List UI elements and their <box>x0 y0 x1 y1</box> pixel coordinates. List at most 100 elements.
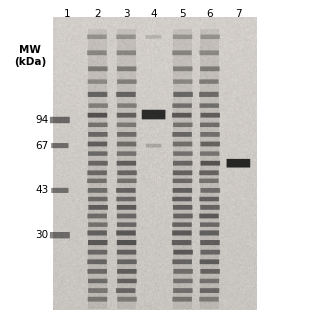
FancyBboxPatch shape <box>117 113 136 117</box>
FancyBboxPatch shape <box>88 188 107 193</box>
FancyBboxPatch shape <box>117 132 137 137</box>
FancyBboxPatch shape <box>117 250 136 255</box>
FancyBboxPatch shape <box>200 269 220 274</box>
FancyBboxPatch shape <box>142 110 165 119</box>
FancyBboxPatch shape <box>172 103 192 108</box>
FancyBboxPatch shape <box>88 103 108 108</box>
FancyBboxPatch shape <box>87 230 107 236</box>
FancyBboxPatch shape <box>87 50 107 55</box>
FancyBboxPatch shape <box>117 141 136 147</box>
FancyBboxPatch shape <box>173 179 192 183</box>
FancyBboxPatch shape <box>200 205 220 210</box>
FancyBboxPatch shape <box>88 205 108 210</box>
FancyBboxPatch shape <box>87 179 107 183</box>
FancyBboxPatch shape <box>172 230 192 236</box>
FancyBboxPatch shape <box>173 205 192 210</box>
FancyBboxPatch shape <box>173 171 192 175</box>
FancyBboxPatch shape <box>88 197 108 201</box>
FancyBboxPatch shape <box>172 222 192 227</box>
Text: 7: 7 <box>235 9 242 20</box>
FancyBboxPatch shape <box>88 92 108 97</box>
FancyBboxPatch shape <box>116 188 136 193</box>
FancyBboxPatch shape <box>88 297 107 302</box>
FancyBboxPatch shape <box>199 171 219 175</box>
FancyBboxPatch shape <box>173 141 192 147</box>
FancyBboxPatch shape <box>173 214 193 219</box>
FancyBboxPatch shape <box>88 288 108 293</box>
FancyBboxPatch shape <box>172 132 192 137</box>
FancyBboxPatch shape <box>200 151 220 156</box>
FancyBboxPatch shape <box>87 214 107 219</box>
FancyBboxPatch shape <box>199 103 219 108</box>
FancyBboxPatch shape <box>117 103 137 108</box>
FancyBboxPatch shape <box>200 123 220 127</box>
FancyBboxPatch shape <box>199 179 219 183</box>
FancyBboxPatch shape <box>199 197 219 201</box>
FancyBboxPatch shape <box>117 259 137 264</box>
FancyBboxPatch shape <box>173 161 193 166</box>
Text: 1: 1 <box>64 9 70 20</box>
FancyBboxPatch shape <box>88 113 107 117</box>
FancyBboxPatch shape <box>172 259 192 264</box>
Bar <box>200 29 219 309</box>
FancyBboxPatch shape <box>172 297 192 302</box>
FancyBboxPatch shape <box>88 250 107 255</box>
FancyBboxPatch shape <box>88 151 108 156</box>
FancyBboxPatch shape <box>173 92 193 97</box>
Text: 2: 2 <box>94 9 101 20</box>
Bar <box>88 29 107 309</box>
FancyBboxPatch shape <box>200 132 220 137</box>
FancyBboxPatch shape <box>172 188 192 193</box>
FancyBboxPatch shape <box>200 279 219 283</box>
FancyBboxPatch shape <box>117 66 136 71</box>
FancyBboxPatch shape <box>200 66 220 71</box>
FancyBboxPatch shape <box>116 197 136 201</box>
FancyBboxPatch shape <box>172 240 191 245</box>
FancyBboxPatch shape <box>227 159 250 167</box>
FancyBboxPatch shape <box>117 79 137 84</box>
FancyBboxPatch shape <box>172 50 192 55</box>
FancyBboxPatch shape <box>50 117 70 123</box>
FancyBboxPatch shape <box>146 144 161 148</box>
FancyBboxPatch shape <box>200 113 220 117</box>
FancyBboxPatch shape <box>117 297 137 302</box>
Text: MW
(kDa): MW (kDa) <box>14 45 46 67</box>
FancyBboxPatch shape <box>88 79 107 84</box>
FancyBboxPatch shape <box>87 35 107 39</box>
FancyBboxPatch shape <box>173 123 193 127</box>
FancyBboxPatch shape <box>173 288 193 293</box>
FancyBboxPatch shape <box>88 123 108 127</box>
FancyBboxPatch shape <box>87 171 107 175</box>
FancyBboxPatch shape <box>117 214 136 219</box>
FancyBboxPatch shape <box>87 259 107 264</box>
FancyBboxPatch shape <box>117 151 136 156</box>
FancyBboxPatch shape <box>87 269 107 274</box>
FancyBboxPatch shape <box>88 66 108 71</box>
FancyBboxPatch shape <box>117 205 136 210</box>
FancyBboxPatch shape <box>117 222 136 227</box>
Text: 94: 94 <box>35 115 48 125</box>
FancyBboxPatch shape <box>116 230 136 236</box>
FancyBboxPatch shape <box>172 197 192 201</box>
FancyBboxPatch shape <box>117 179 137 183</box>
FancyBboxPatch shape <box>199 297 219 302</box>
FancyBboxPatch shape <box>173 79 193 84</box>
FancyBboxPatch shape <box>201 161 220 166</box>
FancyBboxPatch shape <box>199 79 219 84</box>
Text: 67: 67 <box>35 140 48 151</box>
FancyBboxPatch shape <box>200 240 220 245</box>
FancyBboxPatch shape <box>88 240 108 245</box>
FancyBboxPatch shape <box>173 279 193 283</box>
FancyBboxPatch shape <box>201 250 220 255</box>
FancyBboxPatch shape <box>199 214 219 219</box>
FancyBboxPatch shape <box>88 279 108 283</box>
FancyBboxPatch shape <box>173 35 192 39</box>
Text: 3: 3 <box>123 9 130 20</box>
FancyBboxPatch shape <box>200 141 220 147</box>
FancyBboxPatch shape <box>117 171 137 175</box>
FancyBboxPatch shape <box>200 230 219 236</box>
FancyBboxPatch shape <box>117 269 137 274</box>
FancyBboxPatch shape <box>172 113 192 117</box>
FancyBboxPatch shape <box>88 222 108 227</box>
Text: 4: 4 <box>150 9 157 20</box>
